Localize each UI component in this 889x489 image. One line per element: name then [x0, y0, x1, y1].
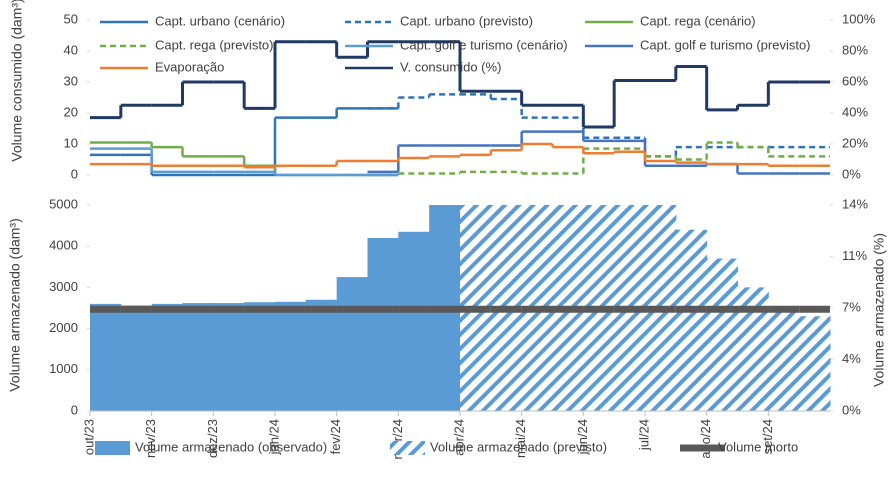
area-segment — [367, 237, 399, 411]
legend-label: Evaporação — [155, 59, 224, 74]
y2-tick-label: 11% — [842, 248, 867, 263]
y2-tick-label: 0% — [842, 166, 861, 181]
x-tick-label: abr/24 — [451, 419, 466, 456]
legend-swatch — [390, 441, 425, 455]
x-tick-label: dez/23 — [205, 419, 220, 458]
x-tick-label: out/23 — [81, 419, 96, 455]
legend-label: Volume morto — [718, 439, 798, 454]
area-segment — [151, 303, 183, 411]
x-tick-label: nov/23 — [143, 419, 158, 458]
legend-label: Capt. golf e turismo (cenário) — [400, 37, 568, 52]
x-tick-label: jan/24 — [266, 419, 281, 455]
y-tick-label: 10 — [64, 135, 78, 150]
y-tick-label: 40 — [64, 42, 78, 57]
legend-label: Capt. urbano (cenário) — [155, 13, 285, 28]
y-tick-label: 50 — [64, 11, 78, 26]
legend-label: Capt. golf e turismo (previsto) — [640, 37, 811, 52]
legend-label: V. consumido (%) — [400, 59, 501, 74]
legend-swatch — [95, 441, 130, 455]
x-tick-label: set/24 — [760, 419, 775, 454]
y2-tick-label: 4% — [842, 351, 861, 366]
x-tick-label: fev/24 — [328, 419, 343, 454]
y2-tick-label: 80% — [842, 42, 868, 57]
x-tick-label: jul/24 — [636, 419, 651, 451]
y-tick-label: 0 — [71, 402, 78, 417]
area-segment — [120, 305, 153, 411]
legend-label: Capt. rega (previsto) — [155, 37, 274, 52]
y2-tick-label: 100% — [842, 11, 876, 26]
y-axis-title: Volume armazenado (dam³) — [7, 218, 23, 392]
area-segment — [799, 316, 831, 411]
y2-tick-label: 20% — [842, 135, 868, 150]
x-tick-label: mai/24 — [513, 419, 528, 458]
area-segment — [398, 231, 430, 411]
y2-tick-label: 40% — [842, 104, 868, 119]
area-segment — [90, 303, 122, 411]
area-segment — [768, 312, 800, 411]
y-tick-label: 30 — [64, 73, 78, 88]
area-segment — [305, 299, 338, 411]
x-tick-label: ago/24 — [698, 419, 713, 459]
area-segment — [675, 229, 708, 411]
legend-label: Volume armazenado (previsto) — [430, 439, 607, 454]
y2-tick-label: 60% — [842, 73, 868, 88]
y-tick-label: 2000 — [49, 320, 78, 335]
legend-label: Volume armazenado (observado) — [135, 439, 327, 454]
y-tick-label: 4000 — [49, 238, 78, 253]
y-axis-title: Volume consumido (dam³) — [9, 0, 25, 162]
y2-tick-label: 0% — [842, 402, 861, 417]
y-tick-label: 5000 — [49, 196, 78, 211]
y-tick-label: 1000 — [49, 361, 78, 376]
area-segment — [336, 277, 368, 411]
y-tick-label: 3000 — [49, 279, 78, 294]
area-segment — [244, 302, 276, 411]
legend-label: Capt. urbano (previsto) — [400, 13, 533, 28]
area-segment — [275, 301, 307, 411]
x-tick-label: jun/24 — [575, 419, 590, 455]
y2-tick-label: 7% — [842, 299, 861, 314]
y2-tick-label: 14% — [842, 196, 868, 211]
y-tick-label: 20 — [64, 104, 78, 119]
y-tick-label: 0 — [71, 166, 78, 181]
area-segment — [182, 303, 214, 411]
legend-label: Capt. rega (cenário) — [640, 13, 756, 28]
area-segment — [213, 303, 245, 411]
area-segment — [706, 258, 738, 411]
y2-axis-title: Volume armazenado (%) — [871, 233, 887, 387]
